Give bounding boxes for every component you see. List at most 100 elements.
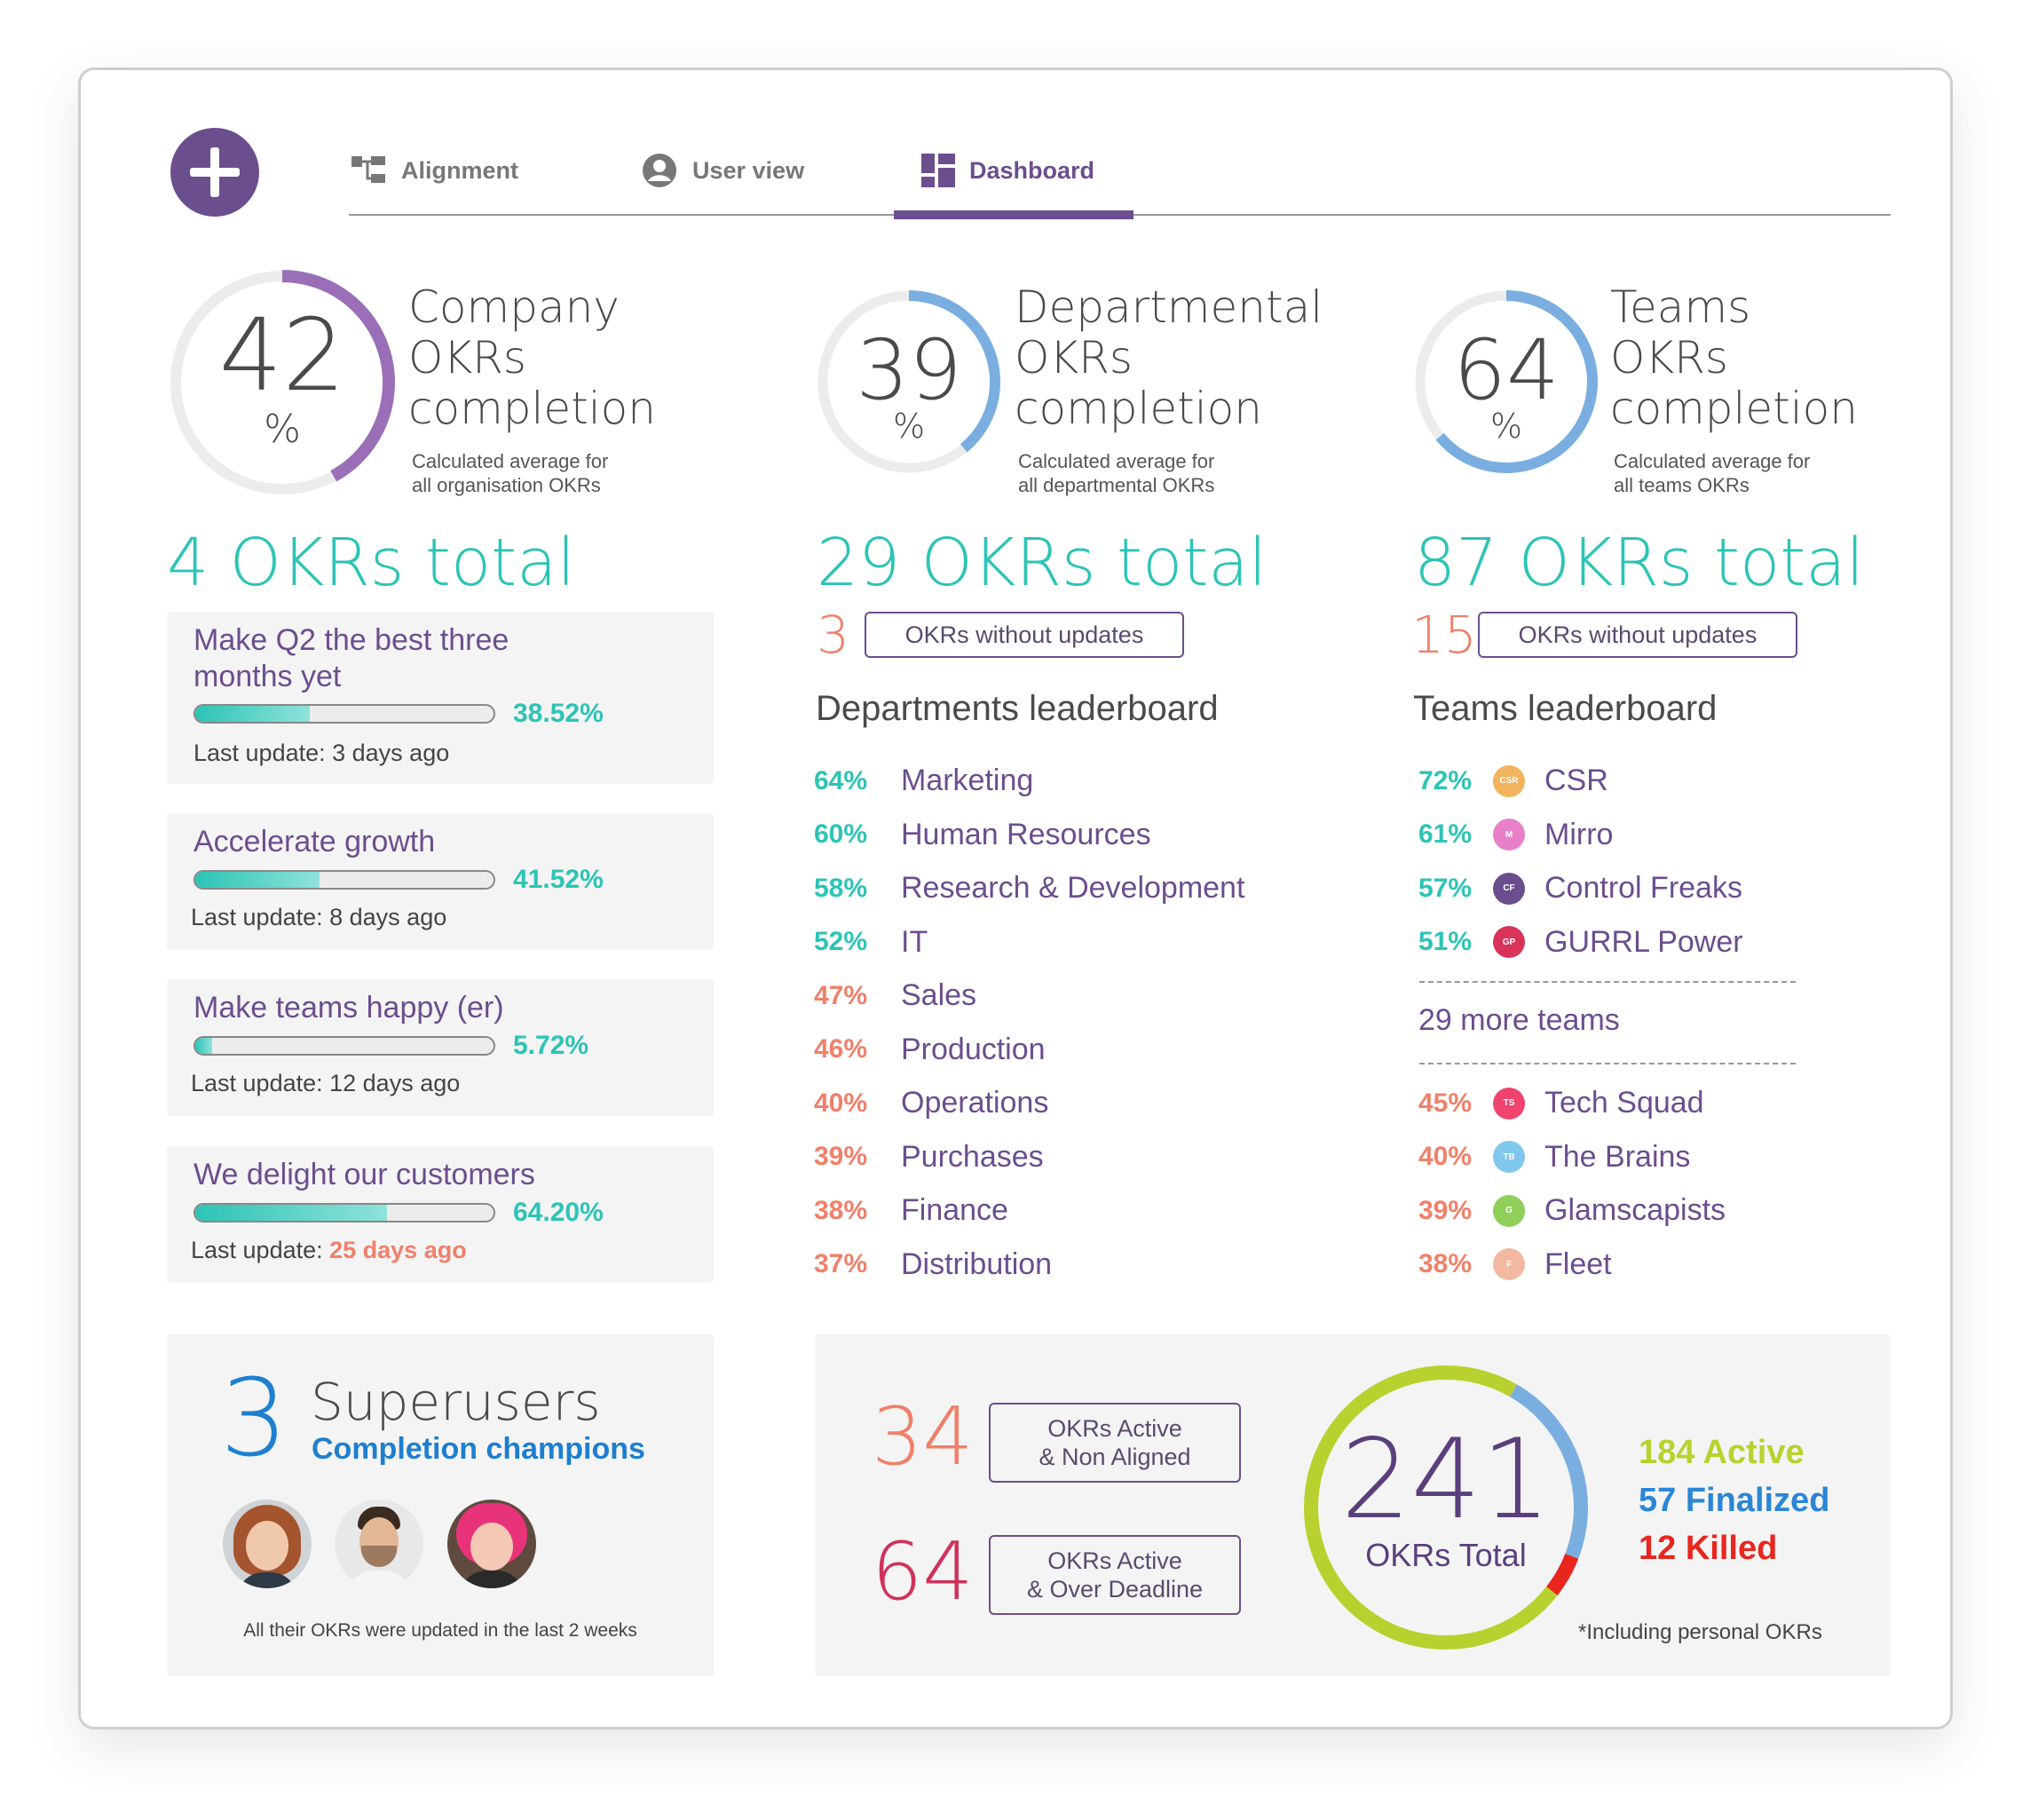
tab-dashboard-label: Dashboard bbox=[969, 156, 1095, 184]
leaderboard-row[interactable]: 38% Finance bbox=[814, 1193, 1008, 1228]
leaderboard-percent: 72% bbox=[1418, 765, 1473, 795]
avatar[interactable] bbox=[447, 1500, 536, 1588]
leaderboard-row[interactable]: 38% F Fleet bbox=[1418, 1247, 1612, 1282]
leaderboard-row[interactable]: 40% TB The Brains bbox=[1418, 1140, 1690, 1175]
leaderboard-percent: 40% bbox=[814, 1088, 868, 1118]
leaderboard-percent: 57% bbox=[1418, 873, 1473, 903]
leaderboard-name: Sales bbox=[901, 978, 977, 1012]
leaderboard-name: Research & Development bbox=[901, 871, 1245, 905]
okr-last-update: Last update: 8 days ago bbox=[191, 904, 447, 930]
leaderboard-row[interactable]: 72% CSR CSR bbox=[1418, 764, 1608, 798]
team-avatar: TB bbox=[1493, 1141, 1525, 1173]
departmental-completion-arc bbox=[818, 290, 1000, 473]
leaderboard-name: Glamscapists bbox=[1544, 1193, 1726, 1227]
leaderboard-row[interactable]: 60% Human Resources bbox=[814, 818, 1151, 852]
team-avatar: GP bbox=[1493, 926, 1525, 958]
avatar[interactable] bbox=[223, 1500, 312, 1588]
superusers-subtitle: Completion champions bbox=[312, 1432, 645, 1466]
teams-without-updates-button[interactable]: OKRs without updates bbox=[1478, 612, 1797, 658]
departmental-without-updates-count: 3 bbox=[817, 605, 849, 665]
leaderboard-row[interactable]: 40% Operations bbox=[814, 1086, 1048, 1120]
company-caption: Calculated average for all organisation … bbox=[412, 450, 609, 496]
okr-card[interactable]: We delight our customers 64.20% Last upd… bbox=[167, 1146, 714, 1283]
tab-alignment[interactable]: Alignment bbox=[351, 153, 518, 188]
leaderboard-row[interactable]: 37% Distribution bbox=[814, 1247, 1052, 1282]
departmental-okrs-total: 29 OKRs total bbox=[817, 525, 1268, 601]
tab-alignment-label: Alignment bbox=[401, 156, 518, 184]
leaderboard-row[interactable]: 46% Production bbox=[814, 1033, 1046, 1067]
leaderboard-name: Human Resources bbox=[901, 817, 1151, 851]
active-over-deadline-button[interactable]: OKRs Active & Over Deadline bbox=[989, 1535, 1241, 1615]
finalized-count: 57 Finalized bbox=[1639, 1482, 1830, 1519]
leaderboard-name: Distribution bbox=[901, 1246, 1053, 1281]
okr-progress-bar bbox=[194, 1036, 495, 1056]
departmental-title: Departmental OKRs completion bbox=[1015, 281, 1323, 434]
active-non-aligned-button[interactable]: OKRs Active & Non Aligned bbox=[989, 1403, 1241, 1483]
leaderboard-name: Fleet bbox=[1544, 1246, 1612, 1281]
leaderboard-percent: 58% bbox=[814, 873, 868, 903]
leaderboard-percent: 45% bbox=[1418, 1088, 1473, 1118]
leaderboard-name: Operations bbox=[901, 1086, 1049, 1120]
departmental-completion-ring bbox=[818, 290, 1000, 473]
okr-title: Make Q2 the best three months yet bbox=[194, 623, 509, 693]
leaderboard-percent: 39% bbox=[814, 1142, 868, 1171]
okr-last-update: Last update: 25 days ago bbox=[191, 1237, 467, 1263]
leaderboard-row[interactable]: 51% GP GURRL Power bbox=[1418, 925, 1743, 960]
more-teams-link[interactable]: 29 more teams bbox=[1418, 1003, 1620, 1037]
okrs-summary-card: 34 OKRs Active & Non Aligned 64 OKRs Act… bbox=[815, 1334, 1891, 1676]
leaderboard-name: GURRL Power bbox=[1544, 924, 1743, 959]
leaderboard-name: CSR bbox=[1544, 764, 1608, 797]
leaderboard-name: Finance bbox=[901, 1193, 1008, 1227]
team-avatar: TS bbox=[1493, 1087, 1525, 1120]
tab-dashboard[interactable]: Dashboard bbox=[921, 153, 1094, 188]
okr-progress-bar bbox=[194, 1203, 495, 1223]
okrs-total-donut bbox=[1304, 1365, 1588, 1650]
leaderboard-row[interactable]: 64% Marketing bbox=[814, 764, 1033, 798]
okr-progress-value: 38.52% bbox=[513, 699, 604, 728]
divider bbox=[1419, 981, 1796, 983]
leaderboard-name: The Brains bbox=[1544, 1139, 1691, 1174]
leaderboard-row[interactable]: 45% TS Tech Squad bbox=[1418, 1086, 1704, 1120]
add-button[interactable] bbox=[170, 128, 259, 217]
leaderboard-row[interactable]: 61% M Mirro bbox=[1418, 818, 1613, 852]
leaderboard-row[interactable]: 39% G Glamscapists bbox=[1418, 1193, 1726, 1228]
superusers-card: 3 Superusers Completion champions All th… bbox=[167, 1334, 714, 1676]
company-completion-ring bbox=[170, 270, 395, 495]
tab-user-view-label: User view bbox=[692, 156, 805, 184]
leaderboard-row[interactable]: 52% IT bbox=[814, 925, 928, 960]
divider bbox=[1419, 1063, 1796, 1064]
leaderboard-row[interactable]: 57% CF Control Freaks bbox=[1418, 871, 1742, 906]
deadline-count: 64 bbox=[872, 1525, 974, 1618]
team-avatar: CSR bbox=[1493, 764, 1525, 797]
okr-title: Accelerate growth bbox=[194, 825, 436, 859]
leaderboard-percent: 64% bbox=[814, 765, 868, 795]
okr-progress-value: 41.52% bbox=[513, 865, 604, 894]
leaderboard-percent: 37% bbox=[814, 1249, 868, 1278]
leaderboard-percent: 39% bbox=[1418, 1195, 1473, 1225]
okr-card[interactable]: Make teams happy (er) 5.72% Last update:… bbox=[167, 979, 714, 1116]
leaderboard-percent: 60% bbox=[814, 819, 868, 849]
leaderboard-name: IT bbox=[901, 924, 928, 959]
avatar[interactable] bbox=[335, 1500, 423, 1588]
leaderboard-row[interactable]: 47% Sales bbox=[814, 978, 976, 1013]
teams-okrs-total: 87 OKRs total bbox=[1414, 525, 1865, 601]
leaderboard-row[interactable]: 58% Research & Development bbox=[814, 871, 1244, 906]
teams-percent: 64 bbox=[1453, 322, 1560, 419]
team-avatar: F bbox=[1493, 1248, 1525, 1280]
tab-user-view[interactable]: User view bbox=[641, 152, 804, 189]
leaderboard-percent: 47% bbox=[814, 980, 868, 1010]
leaderboard-name: Purchases bbox=[901, 1139, 1044, 1174]
leaderboard-name: Mirro bbox=[1544, 817, 1614, 851]
okrs-total-count: 241 bbox=[1340, 1416, 1552, 1544]
okr-card[interactable]: Make Q2 the best three months yet 38.52%… bbox=[167, 612, 714, 784]
company-percent: 42 bbox=[218, 298, 346, 414]
teams-completion-arc bbox=[1415, 290, 1598, 473]
company-title: Company OKRs completion bbox=[408, 281, 656, 434]
departmental-percent-unit: % bbox=[892, 407, 926, 446]
departmental-without-updates-button[interactable]: OKRs without updates bbox=[865, 612, 1184, 658]
leaderboard-row[interactable]: 39% Purchases bbox=[814, 1140, 1044, 1175]
okr-card[interactable]: Accelerate growth 41.52% Last update: 8 … bbox=[167, 813, 714, 950]
teams-title: Teams OKRs completion bbox=[1610, 281, 1858, 434]
departmental-percent: 39 bbox=[856, 322, 962, 419]
leaderboard-percent: 38% bbox=[1418, 1249, 1473, 1278]
